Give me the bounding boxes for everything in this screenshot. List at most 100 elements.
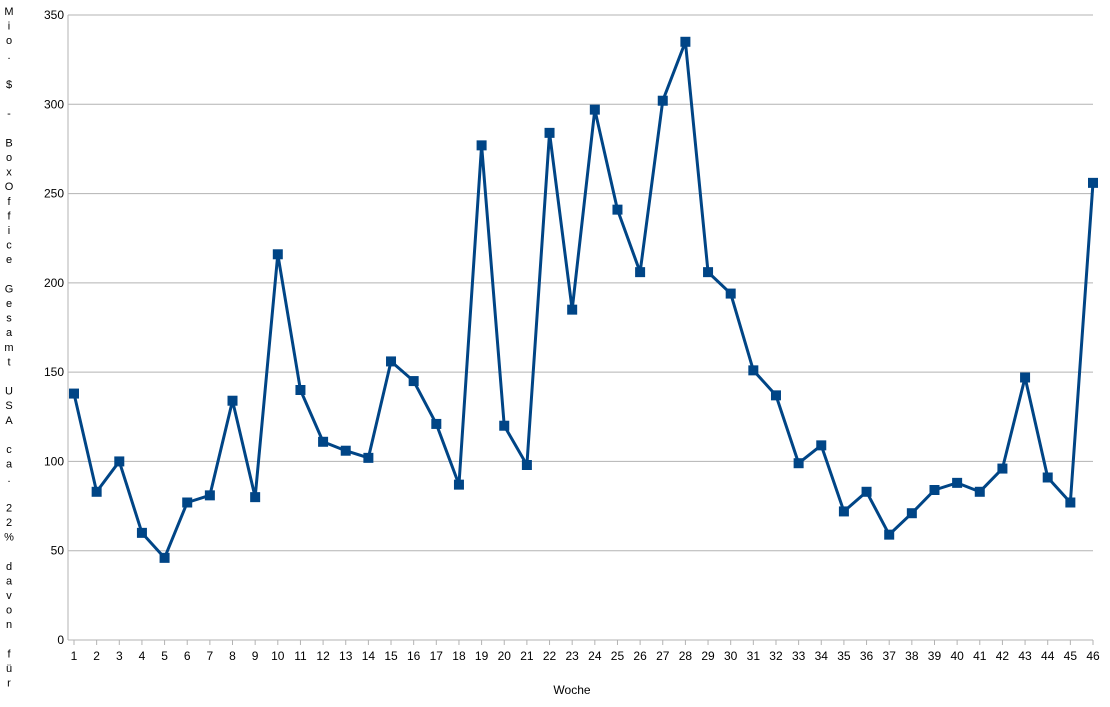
data-point [204,490,215,501]
data-point [136,527,147,538]
x-tick-label: 6 [184,649,191,663]
data-point [91,486,102,497]
data-point [69,388,79,399]
data-point [227,395,238,406]
data-point [453,479,464,490]
data-point [589,104,600,115]
x-tick-label: 12 [316,649,330,663]
data-point [725,288,736,299]
y-tick-label: 150 [44,365,64,379]
data-point [1020,372,1031,383]
x-tick-label: 15 [384,649,398,663]
x-tick-label: 40 [950,649,964,663]
x-tick-label: 4 [139,649,146,663]
data-point [997,463,1008,474]
data-point [363,452,374,463]
data-point [635,267,646,278]
y-tick-label: 50 [51,544,65,558]
y-tick-label: 300 [44,97,64,111]
y-tick-label: 350 [44,8,64,22]
x-tick-label: 20 [498,649,512,663]
data-point [544,127,555,138]
x-tick-label: 41 [973,649,987,663]
x-tick-label: 46 [1086,649,1100,663]
x-tick-label: 28 [679,649,693,663]
x-tick-label: 17 [430,649,444,663]
x-tick-label: 25 [611,649,625,663]
y-axis-title: Mio. $ - BoxOffice Gesamt USA ca. 22% da… [3,6,15,707]
x-tick-label: 29 [701,649,715,663]
x-tick-label: 38 [905,649,919,663]
x-tick-label: 35 [837,649,851,663]
data-point [295,385,306,395]
data-point [318,436,329,447]
x-tick-label: 9 [252,649,259,663]
data-point [250,492,261,503]
x-tick-label: 11 [294,649,307,663]
x-tick-label: 26 [633,649,647,663]
x-tick-label: 5 [161,649,168,663]
x-tick-label: 8 [229,649,236,663]
x-tick-label: 27 [656,649,670,663]
data-point [476,140,487,151]
data-point [612,204,623,215]
x-axis-title: Woche [553,683,590,697]
data-point [770,390,781,401]
data-point [567,304,578,315]
data-point [1065,497,1076,508]
data-line [72,40,1095,560]
data-point [1042,472,1053,483]
data-point [884,529,895,540]
x-tick-label: 13 [339,649,353,663]
data-point [680,36,691,47]
data-point [272,249,283,260]
data-point [861,486,872,497]
data-point [408,376,419,387]
x-tick-label: 23 [565,649,579,663]
data-point [114,456,125,467]
x-tick-label: 19 [475,649,489,663]
x-tick-label: 43 [1018,649,1032,663]
x-tick-label: 36 [860,649,874,663]
data-point [431,418,442,429]
data-point [521,460,532,470]
data-point [929,485,940,495]
data-point [182,497,193,508]
data-point [816,440,827,451]
x-tick-label: 1 [71,649,78,663]
x-tick-label: 3 [116,649,123,663]
data-point [906,508,917,519]
x-tick-label: 44 [1041,649,1055,663]
x-tick-label: 32 [769,649,783,663]
data-point [340,445,351,456]
data-point [1088,177,1098,188]
x-tick-label: 30 [724,649,738,663]
y-tick-label: 200 [44,276,64,290]
y-tick-label: 0 [57,633,64,647]
x-tick-label: 10 [271,649,285,663]
data-point [499,420,510,431]
data-point [793,458,804,469]
x-tick-label: 37 [883,649,897,663]
data-point [974,486,985,497]
x-tick-label: 33 [792,649,806,663]
x-tick-label: 45 [1064,649,1078,663]
x-tick-label: 18 [452,649,466,663]
data-point [703,267,714,278]
x-tick-label: 42 [996,649,1010,663]
data-point [952,477,963,488]
x-tick-label: 34 [815,649,829,663]
x-tick-label: 39 [928,649,942,663]
data-point [657,95,668,106]
x-tick-label: 24 [588,649,602,663]
data-point [748,365,759,376]
data-point [838,506,849,517]
y-tick-label: 250 [44,187,64,201]
x-tick-label: 31 [747,649,761,663]
data-point [159,552,170,563]
x-tick-label: 2 [93,649,100,663]
x-tick-label: 16 [407,649,421,663]
y-tick-label: 100 [44,454,64,468]
